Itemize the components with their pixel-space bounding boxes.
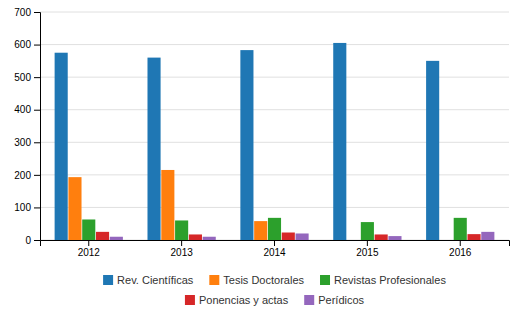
bar — [147, 58, 160, 240]
tick: 300 — [14, 137, 40, 148]
tick-label: 200 — [14, 170, 31, 181]
bar — [96, 232, 109, 240]
tick-mark — [181, 240, 182, 246]
bar — [68, 177, 81, 240]
bar — [254, 221, 267, 240]
bar — [440, 240, 453, 241]
tick-label: 100 — [14, 202, 31, 213]
legend-label: Ponencias y actas — [199, 294, 289, 306]
tick-mark — [460, 240, 461, 246]
chart: 0100200300400500600700201220132014201520… — [0, 0, 523, 314]
x-axis: 2012 2013 2014 2015 2016 — [41, 240, 510, 258]
bar — [347, 240, 360, 241]
tick-label: 400 — [14, 104, 31, 115]
legend-label: Perídicos — [318, 294, 364, 306]
tick-mark — [88, 240, 89, 246]
bar — [55, 53, 68, 240]
tick-label: 600 — [14, 39, 31, 50]
tick-label: 500 — [14, 72, 31, 83]
bars — [55, 43, 495, 240]
bar — [361, 222, 374, 240]
tick: 700 — [14, 7, 40, 18]
tick-label: 2013 — [171, 247, 194, 258]
plot: 0100200300400500600700201220132014201520… — [14, 7, 509, 258]
tick-label: 2015 — [356, 247, 379, 258]
legend-item: Rev. Científicas — [103, 274, 194, 286]
bar — [282, 233, 295, 240]
tick: 2012 — [78, 240, 101, 258]
legend-label: Rev. Científicas — [117, 274, 194, 286]
tick-label: 2012 — [78, 247, 101, 258]
legend-label: Revistas Profesionales — [334, 274, 446, 286]
legend-swatch — [304, 295, 314, 305]
bar-series — [96, 232, 481, 240]
bar — [454, 218, 467, 240]
bar-series — [110, 232, 495, 240]
tick-mark — [34, 45, 40, 46]
tick-mark — [367, 240, 368, 246]
tick-label: 2014 — [263, 247, 286, 258]
legend-item: Ponencias y actas — [185, 294, 289, 306]
bar — [82, 219, 95, 240]
grid-line — [40, 12, 509, 13]
tick: 2013 — [171, 240, 194, 258]
bar — [240, 50, 253, 240]
legend-item: Perídicos — [304, 294, 364, 306]
tick-label: 300 — [14, 137, 31, 148]
tick: 2015 — [356, 240, 379, 258]
tick: 2016 — [449, 240, 472, 258]
bar — [203, 237, 216, 240]
bar — [296, 233, 309, 240]
tick: 400 — [14, 104, 40, 115]
tick-label: 700 — [14, 7, 31, 18]
tick-mark — [34, 142, 40, 143]
tick-mark — [34, 240, 40, 241]
legend-item: Revistas Profesionales — [320, 274, 446, 286]
tick: 500 — [14, 72, 40, 83]
bar — [481, 232, 494, 240]
bar — [426, 61, 439, 240]
legend-label: Tesis Doctorales — [223, 274, 304, 286]
bar — [467, 234, 480, 240]
legend-swatch — [185, 295, 195, 305]
tick-label: 0 — [25, 235, 31, 246]
tick: 200 — [14, 170, 40, 181]
legend-swatch — [209, 275, 219, 285]
tick-mark — [274, 240, 275, 246]
tick: 600 — [14, 39, 40, 50]
axis-line — [41, 241, 510, 247]
legend-swatch — [103, 275, 113, 285]
legend-item: Tesis Doctorales — [209, 274, 304, 286]
grid-line — [40, 44, 509, 45]
tick-mark — [34, 77, 40, 78]
tick-mark — [34, 207, 40, 208]
grid — [40, 12, 509, 240]
y-axis: 0 100 200 300 400 500 600 700 — [14, 7, 40, 246]
axis-line — [34, 13, 41, 241]
bar-series — [82, 218, 467, 240]
tick-mark — [34, 110, 40, 111]
tick: 0 — [25, 235, 40, 246]
legend-swatch — [320, 275, 330, 285]
tick: 100 — [14, 202, 40, 213]
bar — [268, 218, 281, 240]
bar — [333, 43, 346, 240]
bar — [175, 220, 188, 240]
bar — [375, 234, 388, 240]
bar-series — [55, 43, 440, 240]
bar-series — [68, 170, 267, 240]
legend: Rev. Científicas Tesis Doctorales Revistas… — [103, 274, 446, 306]
tick-label: 2016 — [449, 247, 472, 258]
bar — [189, 234, 202, 240]
bar — [110, 237, 123, 240]
bar — [388, 236, 401, 240]
tick: 2014 — [263, 240, 286, 258]
tick-mark — [34, 175, 40, 176]
tick-mark — [34, 12, 40, 13]
bar — [161, 170, 174, 240]
